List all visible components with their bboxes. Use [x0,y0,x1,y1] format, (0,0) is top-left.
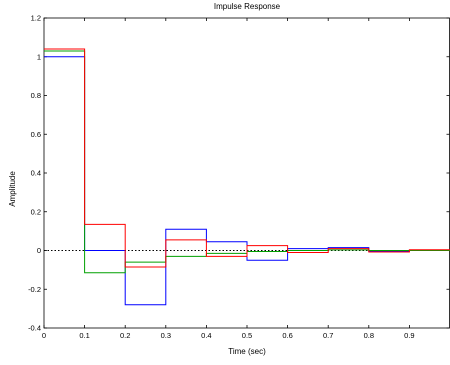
x-axis-label: Time (sec) [228,347,266,356]
y-tick-label: -0.4 [28,324,41,333]
x-tick-label: 0.8 [364,331,374,340]
x-tick-label: 0.7 [323,331,333,340]
y-tick-label: 0.4 [31,169,41,178]
y-tick-label: 0.6 [31,130,41,139]
x-tick-label: 0.6 [282,331,292,340]
x-tick-label: 0.1 [79,331,89,340]
y-tick-label: 0 [37,246,41,255]
chart-title: Impulse Response [214,2,281,11]
y-tick-label: 0.2 [31,207,41,216]
y-axis-label: Amplitude [8,171,17,207]
x-tick-label: 0 [42,331,46,340]
x-tick-label: 0.4 [201,331,211,340]
x-tick-label: 0.3 [161,331,171,340]
y-tick-label: 1 [37,52,41,61]
y-tick-label: -0.2 [28,285,41,294]
series-3-line [44,48,450,268]
plot-layer: 0 0.1 0.2 0.3 0.4 0.5 0.6 0.7 0.8 0.9 -0.4 -0.2 0 0.2… [28,14,450,340]
x-tick-label: 0.9 [404,331,414,340]
x-tick-label: 0.2 [120,331,130,340]
y-tick-label: 1.2 [31,14,41,23]
y-tick-label: 0.8 [31,91,41,100]
x-tick-label: 0.5 [242,331,252,340]
